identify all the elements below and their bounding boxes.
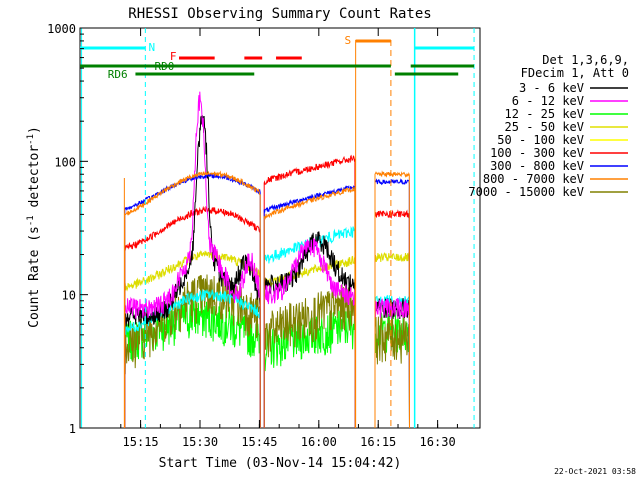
x-tick-label: 16:15 [360,435,396,449]
series-line-7 [374,178,410,429]
legend-header-line: FDecim 1, Att 0 [521,66,629,80]
timestamp: 22-Oct-2021 03:58 [554,467,636,476]
saa-flag-label: S [345,34,352,47]
series-line-4 [374,252,410,429]
x-axis-label: Start Time (03-Nov-14 15:04:42) [159,456,402,471]
night-flag-label: N [149,41,156,54]
legend-label: 6 - 12 keV [512,94,584,108]
x-tick-label: 15:30 [182,435,218,449]
y-tick-label: 100 [54,155,76,169]
y-tick-label: 1 [69,422,76,436]
legend-label: 12 - 25 keV [505,107,584,121]
series-line-8 [124,170,261,428]
x-tick-label: 15:45 [241,435,277,449]
series-line-6 [374,209,410,429]
series-layer [124,91,410,429]
series-line-7 [263,184,356,429]
y-tick-label: 1000 [47,22,76,36]
legend-label: 800 - 7000 keV [483,172,584,186]
axis-layer: 15:15 15:30 15:45 16:00 16:15 16:30 1 10 100 1000 [47,22,458,449]
series-line-2 [124,91,261,428]
plot-border [79,27,481,429]
legend-label: 100 - 300 keV [490,146,584,160]
legend-label: 3 - 6 keV [519,81,584,95]
legend-label: 300 - 800 keV [490,159,584,173]
series-line-2 [374,298,410,429]
plot-frame [79,27,481,429]
x-tick-label: 15:15 [123,435,159,449]
series-line-8 [374,170,410,429]
series-line-7 [124,171,261,428]
series-line-4 [263,255,356,429]
series-line-5 [263,225,356,429]
series-line-9 [263,284,356,429]
x-tick-label: 16:30 [420,435,456,449]
series-line-2 [263,238,356,429]
legend-label: 25 - 50 keV [505,120,584,134]
flare-flag-label: F [170,50,177,63]
y-axis-label: Count Rate (s-1 detector-1) [26,126,42,328]
series-line-6 [263,154,356,429]
x-tick-label: 16:00 [301,435,337,449]
y-tick-label: 10 [62,289,76,303]
decimation6-label: RD6 [108,68,128,81]
legend-header-line: Det 1,3,6,9, [542,53,629,67]
chart-title: RHESSI Observing Summary Count Rates [128,6,431,22]
decimation0-label: RD0 [154,60,174,73]
series-line-9 [374,315,410,429]
legend-label: 50 - 100 keV [497,133,584,147]
legend-label: 7000 - 15000 keV [468,185,584,199]
series-line-8 [263,186,356,429]
